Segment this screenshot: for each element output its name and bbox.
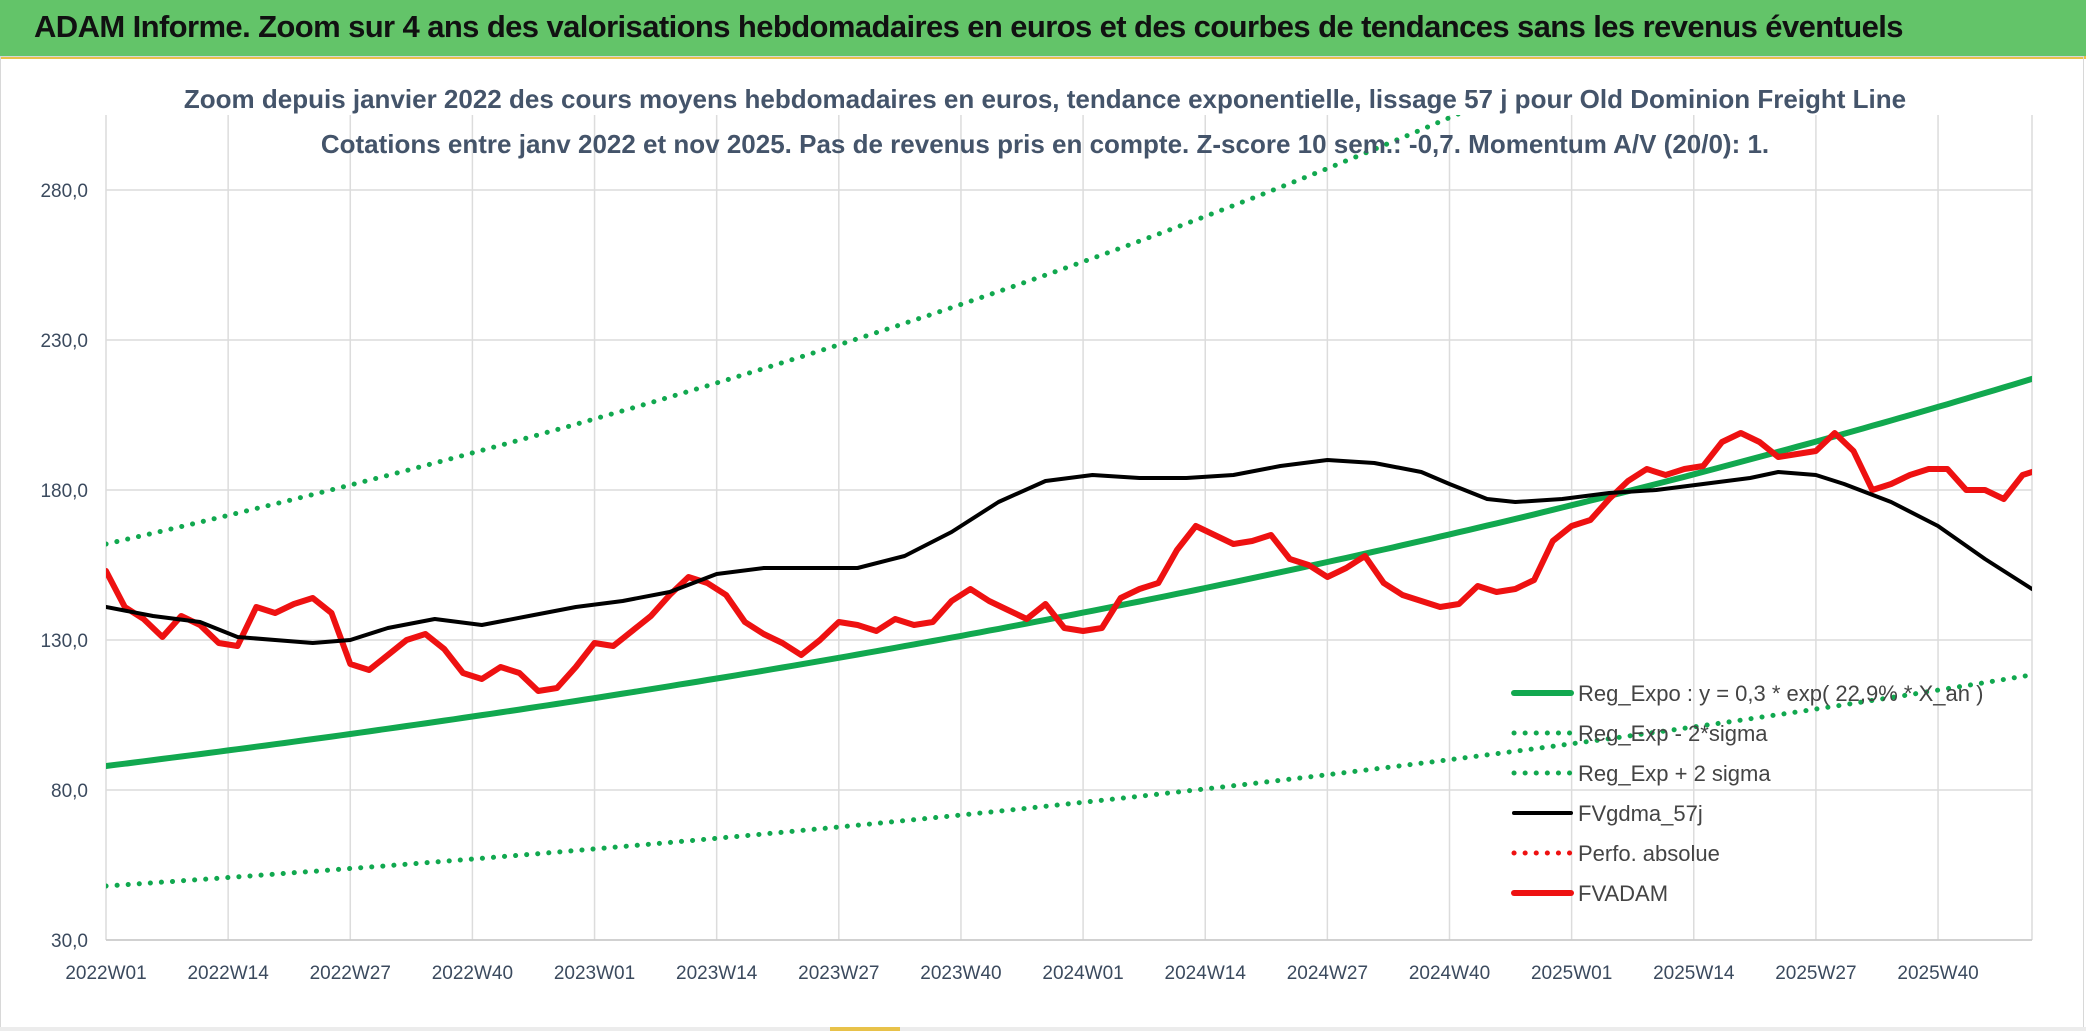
x-tick-label: 2023W14 [676,963,758,984]
x-tick-label: 2022W40 [432,963,513,984]
report-title: ADAM Informe. Zoom sur 4 ans des valoris… [34,9,1904,44]
chart-subtitle: Cotations entre janv 2022 et nov 2025. P… [321,129,1769,159]
legend-entry: FVgdma_57j [1578,801,1703,826]
x-tick-label: 2025W40 [1897,963,1978,984]
x-tick-label: 2022W14 [187,963,269,984]
series-line-2 [106,115,1463,547]
series-line-0 [106,375,2032,769]
x-tick-label: 2023W40 [920,963,1001,984]
axes: 30,0 80,0 130,0 180,0 230,0 280,0 2022W01 2022W… [40,181,2032,984]
y-tick-label: 280,0 [40,181,88,202]
x-tick-label: 2022W27 [310,963,391,984]
bottom-strip [0,1027,2086,1031]
x-tick-label: 2024W27 [1287,963,1368,984]
legend-entry: Reg_Expo : y = 0,3 * exp( 22,9% * X_an ) [1578,681,1983,706]
legend-entry: Reg_Exp - 2*sigma [1578,721,1768,746]
legend-entry: Reg_Exp + 2 sigma [1578,761,1771,786]
y-tick-label: 30,0 [51,931,88,952]
x-tick-label: 2024W40 [1409,963,1490,984]
x-tick-label: 2024W14 [1165,963,1247,984]
y-tick-label: 130,0 [40,631,88,652]
series-layer [106,115,2032,889]
y-tick-label: 180,0 [40,481,88,502]
x-tick-label: 2024W01 [1042,963,1123,984]
series-line-5 [106,430,2032,694]
grid [105,115,2033,941]
x-tick-label: 2025W14 [1653,963,1735,984]
legend-entry: FVADAM [1578,881,1668,906]
x-tick-label: 2025W27 [1775,963,1856,984]
legend-entry: Perfo. absolue [1578,841,1720,866]
series-line-1 [106,672,2032,889]
series-line-3 [106,458,2032,645]
legend: Reg_Expo : y = 0,3 * exp( 22,9% * X_an )… [1511,681,1983,906]
x-tick-label: 2025W01 [1531,963,1612,984]
y-tick-label: 230,0 [40,331,88,352]
x-tick-label: 2023W01 [554,963,635,984]
y-tick-label: 80,0 [51,781,88,802]
bottom-accent [830,1027,900,1031]
chart-title: Zoom depuis janvier 2022 des cours moyen… [184,84,1906,114]
x-tick-label: 2022W01 [65,963,146,984]
report-banner: ADAM Informe. Zoom sur 4 ans des valoris… [0,0,2086,59]
x-tick-label: 2023W27 [798,963,879,984]
